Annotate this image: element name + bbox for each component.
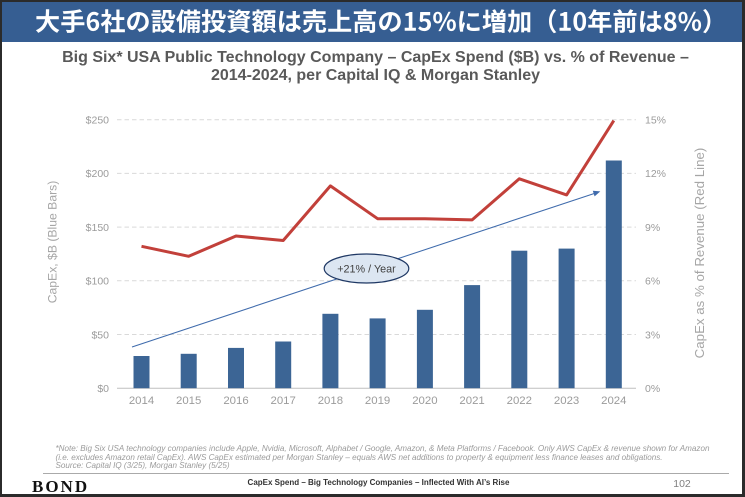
svg-text:$0: $0 bbox=[97, 383, 109, 395]
svg-text:$250: $250 bbox=[86, 115, 110, 127]
svg-text:0%: 0% bbox=[645, 383, 660, 395]
svg-text:$50: $50 bbox=[91, 329, 109, 341]
svg-text:12%: 12% bbox=[645, 168, 666, 180]
svg-text:+21% / Year: +21% / Year bbox=[337, 264, 396, 276]
svg-text:CapEx, $B (Blue Bars): CapEx, $B (Blue Bars) bbox=[46, 181, 60, 304]
svg-text:2024: 2024 bbox=[601, 395, 626, 407]
svg-text:2016: 2016 bbox=[223, 395, 248, 407]
svg-text:6%: 6% bbox=[645, 276, 660, 288]
svg-text:2015: 2015 bbox=[176, 395, 201, 407]
svg-text:2017: 2017 bbox=[271, 395, 296, 407]
svg-text:2023: 2023 bbox=[554, 395, 579, 407]
svg-text:15%: 15% bbox=[645, 115, 666, 127]
svg-text:2018: 2018 bbox=[318, 395, 343, 407]
svg-text:2014: 2014 bbox=[129, 395, 154, 407]
svg-text:$100: $100 bbox=[86, 276, 110, 288]
svg-text:$150: $150 bbox=[86, 222, 110, 234]
svg-text:2021: 2021 bbox=[459, 395, 484, 407]
svg-text:CapEx as % of Revenue (Red Lin: CapEx as % of Revenue (Red Line) bbox=[692, 148, 707, 359]
svg-text:2019: 2019 bbox=[365, 395, 390, 407]
svg-text:2020: 2020 bbox=[412, 395, 437, 407]
svg-text:9%: 9% bbox=[645, 222, 660, 234]
svg-text:2022: 2022 bbox=[507, 395, 532, 407]
svg-text:$200: $200 bbox=[86, 168, 110, 180]
svg-text:3%: 3% bbox=[645, 329, 660, 341]
